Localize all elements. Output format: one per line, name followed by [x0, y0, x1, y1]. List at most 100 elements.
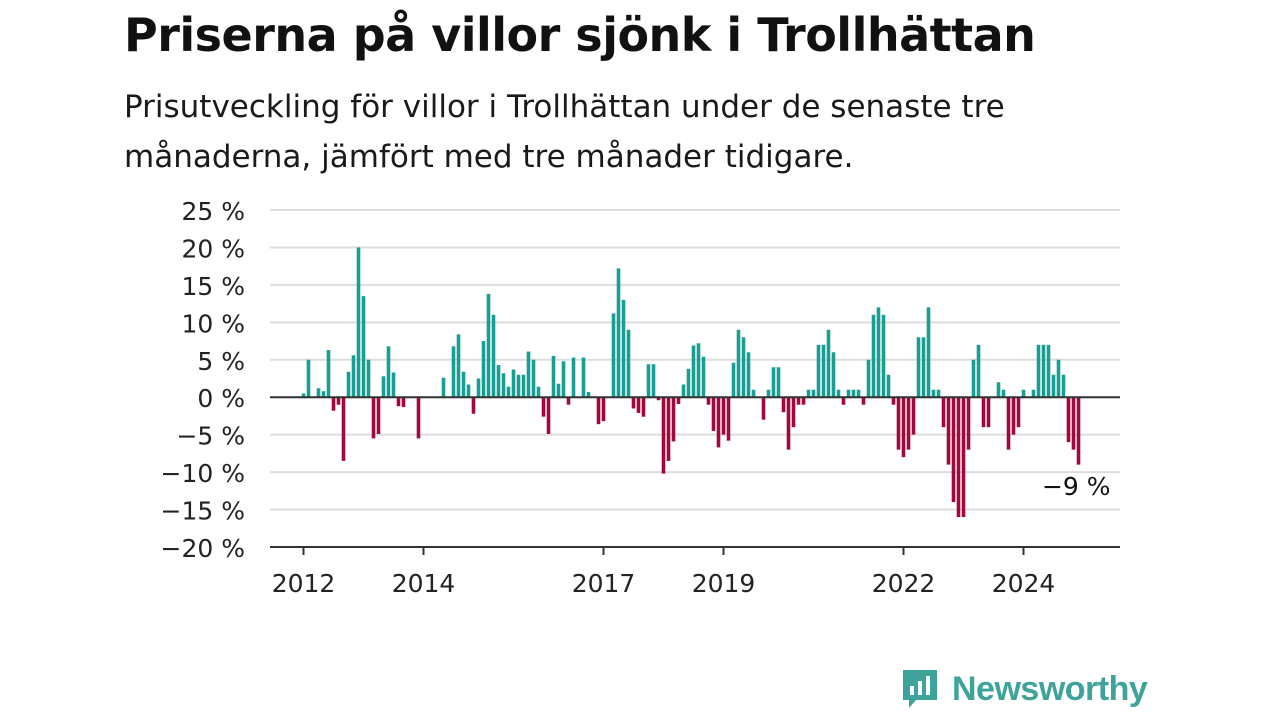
bar: [666, 397, 671, 461]
bar: [536, 386, 541, 398]
bar: [491, 314, 496, 398]
bar: [946, 397, 951, 465]
bar: [451, 346, 456, 398]
bar: [721, 397, 726, 435]
bar: [776, 367, 781, 398]
bar: [531, 359, 536, 398]
bar: [981, 397, 986, 428]
bar: [301, 393, 306, 398]
bar: [796, 397, 801, 405]
bar: [876, 307, 881, 398]
bar: [976, 344, 981, 398]
y-tick-label: −15 %: [161, 497, 245, 526]
bar: [626, 329, 631, 398]
chart-subtitle: Prisutveckling för villor i Trollhättan …: [124, 89, 1005, 175]
bar: [366, 359, 371, 398]
bar: [926, 307, 931, 398]
bar: [556, 383, 561, 398]
bar: [911, 397, 916, 435]
bar: [931, 389, 936, 398]
bar: [441, 377, 446, 398]
bar: [496, 365, 501, 398]
bar: [1016, 397, 1021, 428]
bar: [316, 388, 321, 398]
x-tick-label: 2022: [872, 569, 936, 598]
bar: [361, 296, 366, 398]
bar: [371, 397, 376, 439]
bar: [766, 389, 771, 398]
y-tick-label: 5 %: [197, 347, 245, 376]
bar: [711, 397, 716, 431]
bar: [791, 397, 796, 428]
y-tick-label: −10 %: [161, 459, 245, 488]
bar: [326, 350, 331, 398]
bar: [1051, 374, 1056, 398]
bar: [956, 397, 961, 518]
bar: [986, 397, 991, 428]
bar: [891, 397, 896, 405]
x-tick-label: 2012: [272, 569, 336, 598]
bar: [761, 397, 766, 420]
y-tick-label: −20 %: [161, 534, 245, 563]
bar: [551, 356, 556, 398]
bar: [916, 337, 921, 398]
brand: Newsworthy: [900, 667, 1148, 711]
bar: [631, 397, 636, 409]
bar: [816, 344, 821, 398]
bar: [636, 397, 641, 413]
bar: [951, 397, 956, 503]
bar: [716, 397, 721, 448]
bar: [381, 376, 386, 398]
bar: [616, 268, 621, 398]
bar: [966, 397, 971, 450]
bar: [831, 352, 836, 398]
bar: [726, 397, 731, 441]
bar: [561, 361, 566, 398]
bar: [601, 397, 606, 422]
y-tick-label: 0 %: [197, 384, 245, 413]
bar: [851, 389, 856, 398]
bar: [596, 397, 601, 425]
bar: [526, 351, 531, 398]
bar: [841, 397, 846, 405]
bar: [741, 337, 746, 398]
bar: [541, 397, 546, 417]
bar: [866, 359, 871, 398]
bar: [786, 397, 791, 450]
y-tick-label: 15 %: [181, 272, 245, 301]
bar: [336, 397, 341, 405]
bar: [971, 359, 976, 398]
bar: [1031, 389, 1036, 398]
bar: [806, 389, 811, 398]
bar: [646, 364, 651, 398]
bar: [676, 397, 681, 404]
bar: [896, 397, 901, 450]
bar: [906, 397, 911, 450]
bar: [586, 391, 591, 398]
bar: [661, 397, 666, 474]
bar: [781, 397, 786, 413]
bar: [886, 374, 891, 398]
bar: [706, 397, 711, 405]
bar: [736, 329, 741, 398]
x-tick-label: 2017: [572, 569, 636, 598]
bar: [1011, 397, 1016, 435]
bar: [476, 378, 481, 398]
bar: [921, 337, 926, 398]
bar: [386, 346, 391, 398]
bar: [1046, 344, 1051, 398]
bar: [321, 391, 326, 398]
bar: [306, 359, 311, 398]
bar: [571, 357, 576, 398]
bar: [771, 367, 776, 398]
chart-title: Priserna på villor sjönk i Trollhättan: [124, 8, 1036, 62]
x-tick-label: 2024: [992, 569, 1056, 598]
bar: [346, 371, 351, 398]
bar: [511, 369, 516, 398]
x-tick-label: 2019: [692, 569, 756, 598]
bar: [341, 397, 346, 461]
bar: [846, 389, 851, 398]
bar: [1056, 359, 1061, 398]
bar: [501, 373, 506, 398]
